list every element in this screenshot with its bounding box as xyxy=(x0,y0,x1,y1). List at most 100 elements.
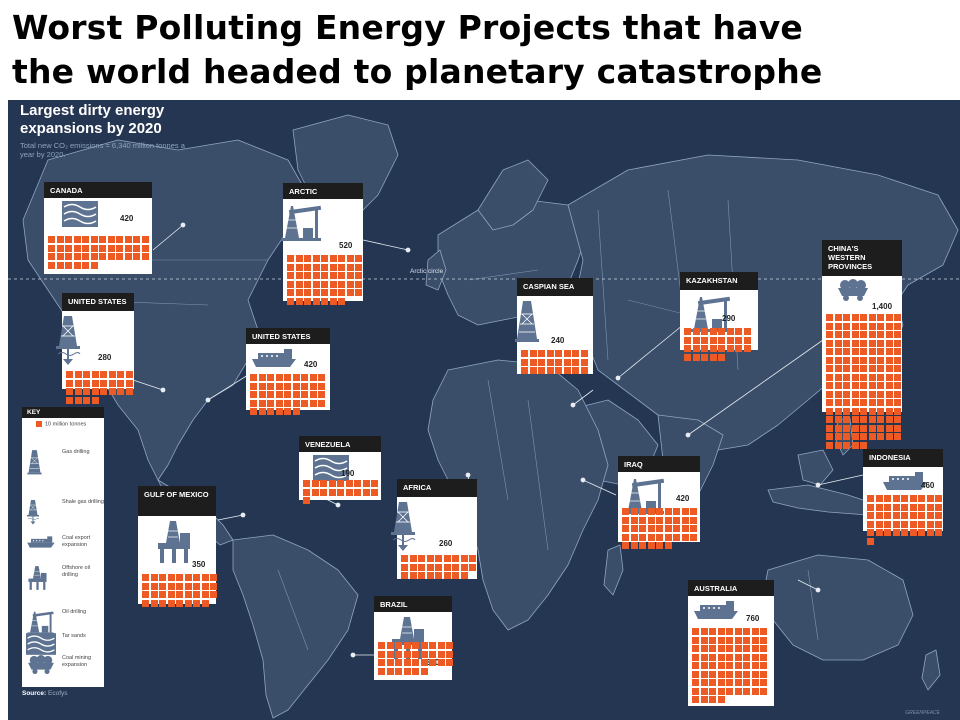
emission-unit xyxy=(395,667,402,675)
emission-unit xyxy=(700,696,708,703)
project-region-label: UNITED STATES xyxy=(246,328,330,344)
emission-unit xyxy=(664,525,672,532)
emission-unit xyxy=(877,348,884,355)
emission-unit xyxy=(395,650,402,658)
emission-unit xyxy=(304,289,311,296)
emission-unit xyxy=(843,441,850,449)
emission-unit xyxy=(403,667,411,675)
emission-unit xyxy=(91,379,99,387)
emission-unit xyxy=(700,670,708,678)
emission-unit xyxy=(386,667,394,675)
emission-unit xyxy=(142,582,149,590)
project-box-brazil: BRAZIL330 xyxy=(374,596,453,680)
key-title: KEY xyxy=(22,407,104,418)
emission-unit xyxy=(304,297,311,305)
emission-unit xyxy=(284,374,291,381)
emission-unit xyxy=(868,314,876,321)
emission-unit xyxy=(701,353,708,361)
emission-unit xyxy=(639,525,646,532)
emission-unit xyxy=(90,236,98,243)
emission-unit xyxy=(843,382,850,389)
emission-units-grid xyxy=(692,628,767,703)
emission-unit xyxy=(877,339,884,347)
emission-unit xyxy=(250,374,257,381)
emission-unit xyxy=(82,244,89,252)
emission-unit xyxy=(184,574,192,581)
emission-unit xyxy=(328,480,336,487)
emission-unit xyxy=(258,382,266,390)
emission-unit xyxy=(142,574,149,581)
project-box-indonesia: INDONESIA 460 xyxy=(863,449,943,545)
emission-unit xyxy=(877,373,884,381)
emission-unit xyxy=(851,365,859,372)
emission-unit xyxy=(860,407,867,415)
arctic-circle-label: Arctic circle xyxy=(410,268,444,275)
emission-unit xyxy=(201,574,209,581)
key-item-label: Offshore oil drilling xyxy=(62,565,91,578)
emission-unit xyxy=(718,345,725,352)
emission-unit xyxy=(82,261,89,269)
emission-unit xyxy=(386,650,394,658)
emission-unit xyxy=(346,272,354,279)
emission-unit xyxy=(56,261,64,269)
emission-unit xyxy=(167,582,175,590)
emission-unit xyxy=(834,322,842,330)
emission-unit xyxy=(141,253,149,260)
emission-unit xyxy=(860,348,867,355)
emission-unit xyxy=(337,488,344,496)
emission-unit xyxy=(751,653,759,661)
emission-unit xyxy=(834,407,842,415)
emission-unit xyxy=(275,408,283,415)
emission-unit xyxy=(321,280,328,288)
emission-unit xyxy=(894,365,901,372)
emission-unit xyxy=(258,374,266,381)
emission-unit xyxy=(909,503,917,511)
emission-unit xyxy=(885,331,893,338)
emission-unit xyxy=(935,512,942,519)
emission-unit xyxy=(760,679,767,686)
emission-unit xyxy=(184,582,192,590)
emission-unit xyxy=(868,356,876,364)
tar-sands-icon xyxy=(26,633,56,658)
emission-unit xyxy=(452,572,459,579)
emission-unit xyxy=(700,628,708,635)
emission-unit xyxy=(83,371,90,378)
emission-unit xyxy=(709,345,717,352)
emission-unit xyxy=(681,516,689,524)
emission-unit xyxy=(709,696,716,703)
emission-unit xyxy=(851,382,859,389)
project-region-label: KAZAKHSTAN xyxy=(680,272,758,290)
emission-unit xyxy=(656,516,663,524)
emission-unit xyxy=(328,488,336,496)
emission-unit xyxy=(250,399,257,407)
emission-unit xyxy=(284,408,291,415)
emission-unit xyxy=(210,574,217,581)
emission-unit xyxy=(386,659,394,666)
emission-unit xyxy=(355,289,362,296)
emission-unit xyxy=(107,236,115,243)
emission-unit xyxy=(303,497,310,504)
project-region-label: AFRICA xyxy=(397,479,477,497)
emission-unit xyxy=(734,645,742,652)
emission-unit xyxy=(885,399,893,406)
emission-unit xyxy=(176,591,183,598)
project-value: 1,400 xyxy=(872,302,893,311)
key-item-label: Coal mining expansion xyxy=(62,655,92,668)
emission-unit xyxy=(275,399,283,407)
project-box-africa: AFRICA 260 xyxy=(391,479,477,579)
emission-unit xyxy=(892,529,900,536)
emission-unit xyxy=(287,297,294,305)
emission-unit xyxy=(345,488,353,496)
emission-unit xyxy=(426,555,434,562)
emission-unit xyxy=(751,645,759,652)
emission-unit xyxy=(894,373,901,381)
emission-unit xyxy=(843,322,850,330)
emission-unit xyxy=(926,520,934,528)
emission-unit xyxy=(885,314,893,321)
emission-unit xyxy=(409,563,417,571)
emission-unit xyxy=(48,261,55,269)
project-region-label: CASPIAN SEA xyxy=(517,278,593,296)
emission-unit xyxy=(877,407,884,415)
emission-unit xyxy=(926,495,934,502)
project-box-us-shale: UNITED STATES 280 xyxy=(56,293,134,404)
